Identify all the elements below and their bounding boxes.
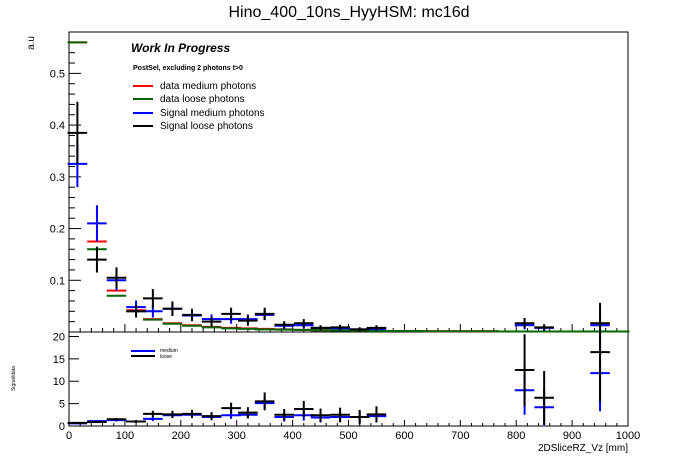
chart-title: Hino_400_10ns_HyyHSM: mc16d xyxy=(228,4,469,21)
x-tick-label: 900 xyxy=(563,430,581,442)
lower-y-tick-label: 0 xyxy=(59,421,65,433)
x-tick-label: 700 xyxy=(451,430,469,442)
upper-y-tick-label: 0.2 xyxy=(50,224,65,236)
lower-series-0 xyxy=(67,335,610,426)
legend-label-signal-medium: Signal medium photons xyxy=(160,108,265,119)
legend-label-data-loose: data loose photons xyxy=(160,94,245,105)
upper-y-tick-label: 0.3 xyxy=(50,172,65,184)
lower-legend-label-medium: medium xyxy=(160,348,178,354)
x-tick-label: 100 xyxy=(116,430,134,442)
selection-label: PostSel, excluding 2 photons t>0 xyxy=(133,65,243,72)
upper-series-3 xyxy=(67,101,610,332)
work-in-progress-label: Work In Progress xyxy=(131,41,230,55)
axes-layer: 0.10.20.30.40.50 100 200 300 400 500 600 700 800… xyxy=(50,41,640,442)
upper-series-2 xyxy=(67,140,610,332)
x-tick-label: 800 xyxy=(507,430,525,442)
x-tick-label: 500 xyxy=(339,430,357,442)
x-tick-label: 600 xyxy=(395,430,413,442)
x-tick-label: 400 xyxy=(283,430,301,442)
lower-series-1 xyxy=(67,302,610,425)
x-axis-title: 2DSliceRZ_Vz [mm] xyxy=(538,443,628,454)
lower-y-tick-label: 20 xyxy=(53,331,65,343)
marks-layer xyxy=(67,41,630,426)
upper-legend: data medium photons data loose photons S… xyxy=(133,81,265,132)
legend-label-data-medium: data medium photons xyxy=(160,81,256,92)
lower-y-tick-label: 10 xyxy=(53,376,65,388)
lower-legend-label-loose: loose xyxy=(160,354,172,360)
upper-y-axis-title: a.u xyxy=(26,36,37,50)
legend-label-signal-loose: Signal loose photons xyxy=(160,121,253,132)
x-tick-label: 300 xyxy=(228,430,246,442)
upper-y-tick-label: 0.1 xyxy=(50,275,65,287)
lower-legend: medium loose xyxy=(131,348,178,360)
lower-y-axis-title: Signal/data xyxy=(11,366,17,391)
upper-y-tick-label: 0.4 xyxy=(50,120,65,132)
lower-y-tick-label: 5 xyxy=(59,399,65,411)
x-tick-label: 200 xyxy=(172,430,190,442)
upper-y-tick-label: 0.5 xyxy=(50,68,65,80)
x-tick-label: 1000 xyxy=(616,430,640,442)
upper-plot-frame xyxy=(68,31,629,333)
x-tick-label: 0 xyxy=(66,430,72,442)
lower-y-tick-label: 15 xyxy=(53,354,65,366)
